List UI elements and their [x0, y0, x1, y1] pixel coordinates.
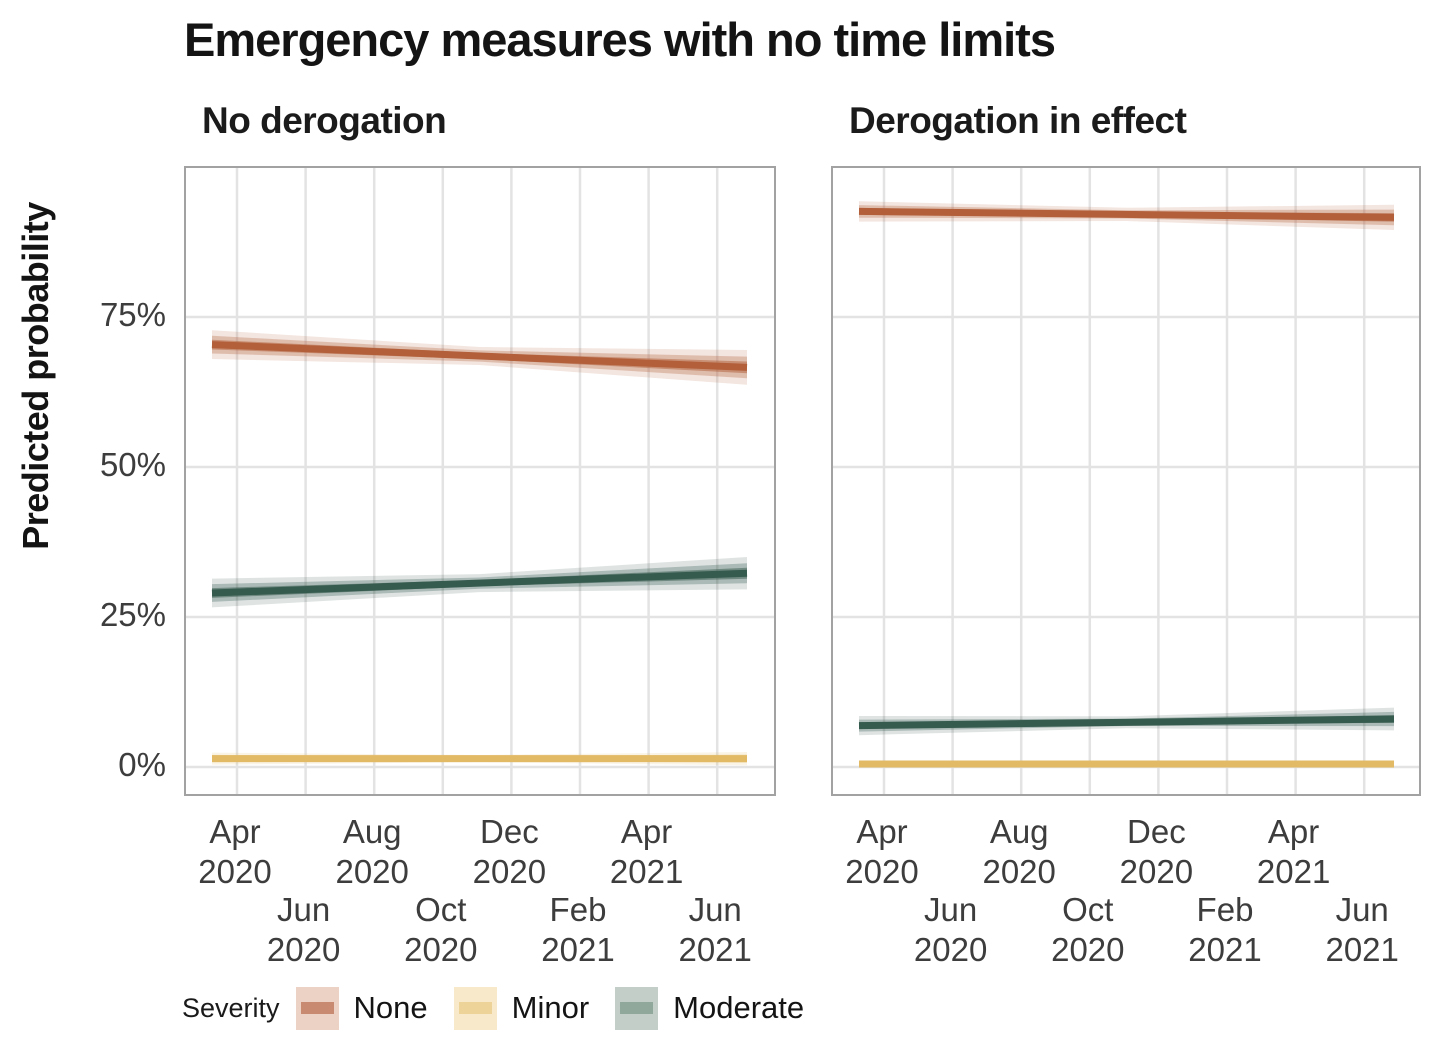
x-tick-label: Apr 2021 [1256, 813, 1331, 890]
x-tick-label: Jun 2020 [266, 891, 341, 968]
x-tick-label: Oct 2020 [404, 891, 478, 968]
x-tick-label: Jun 2021 [678, 891, 752, 968]
legend-swatch-line [620, 1002, 654, 1014]
x-tick-label: Jun 2020 [913, 891, 988, 968]
y-tick-label: 25% [99, 596, 166, 633]
y-tick-label: 50% [99, 446, 166, 483]
legend: Severity None Minor Moderate [182, 984, 830, 1032]
legend-swatch [295, 986, 339, 1030]
series-line-moderate [211, 569, 748, 597]
facet-title-no-derogation: No derogation [202, 100, 447, 141]
facet-title-derogation-in-effect: Derogation in effect [849, 100, 1187, 141]
x-tick-label: Apr 2021 [609, 813, 684, 890]
x-tick-label: Aug 2020 [982, 813, 1056, 890]
x-tick-label: Feb 2021 [1188, 891, 1262, 968]
legend-item-label: Moderate [673, 990, 805, 1025]
legend-swatch-line [300, 1002, 334, 1014]
x-tick-label: Apr 2020 [845, 813, 919, 890]
legend-items: None Minor Moderate [295, 986, 831, 1030]
facet-chart-left [186, 168, 774, 794]
page-title: Emergency measures with no time limits [184, 13, 1056, 66]
series-line-none [858, 207, 1395, 221]
facet-panel-right [831, 166, 1421, 796]
x-tick-label: Dec 2020 [1119, 813, 1194, 890]
legend-item-minor: Minor [453, 986, 590, 1030]
facet-panel-left [184, 166, 776, 796]
series-line-none [211, 341, 748, 371]
legend-swatch [453, 986, 497, 1030]
facet-chart-right [833, 168, 1419, 794]
series-line-moderate [858, 715, 1395, 730]
legend-swatch [615, 986, 659, 1030]
legend-item-label: Minor [511, 990, 590, 1025]
x-tick-label: Apr 2020 [198, 813, 272, 890]
legend-title: Severity [182, 992, 280, 1023]
x-tick-label: Jun 2021 [1325, 891, 1399, 968]
y-tick-label: 0% [118, 746, 166, 783]
y-axis-label: Predicted probability [15, 202, 56, 550]
x-tick-label: Dec 2020 [472, 813, 547, 890]
legend-item-none: None [295, 986, 428, 1030]
x-tick-label: Feb 2021 [541, 891, 615, 968]
legend-item-label: None [353, 990, 428, 1025]
x-tick-label: Aug 2020 [335, 813, 409, 890]
y-tick-label: 75% [99, 296, 166, 333]
legend-item-moderate: Moderate [615, 986, 805, 1030]
legend-swatch-line [458, 1002, 492, 1014]
x-tick-label: Oct 2020 [1051, 891, 1125, 968]
